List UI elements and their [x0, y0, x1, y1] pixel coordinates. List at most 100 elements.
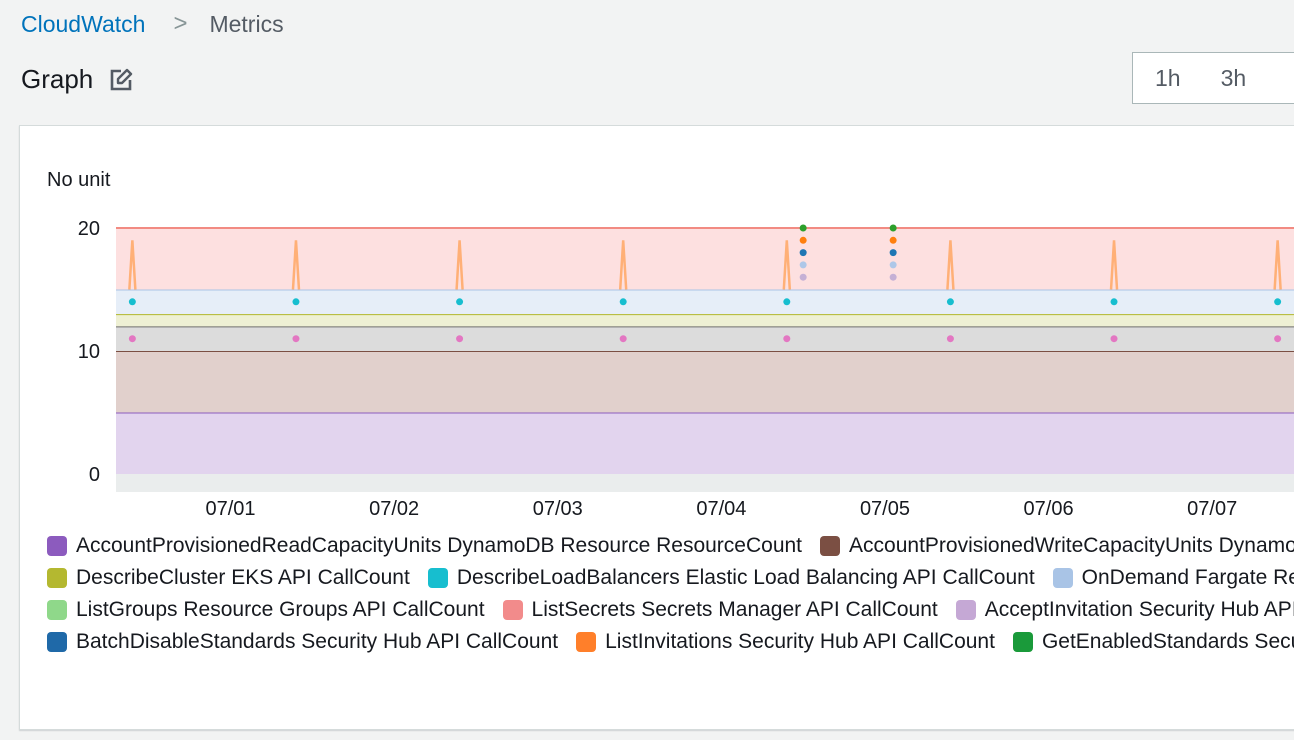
- legend-label: GetEnabledStandards Security Hub API Cal…: [1041, 630, 1294, 653]
- legend-label: AcceptInvitation Security Hub API CallCo…: [984, 598, 1294, 621]
- y-axis-unit-label: No unit: [47, 169, 111, 191]
- graph-title: Graph: [21, 64, 94, 94]
- legend-swatch: [502, 600, 523, 620]
- legend-item[interactable]: BatchDisableStandards Security Hub API C…: [47, 630, 558, 654]
- data-point[interactable]: [889, 261, 897, 269]
- legend-item[interactable]: OnDemand Fargate Resource ResourceCount: [1052, 566, 1294, 590]
- legend-swatch: [1012, 632, 1033, 652]
- legend-item[interactable]: ListInvitations Security Hub API CallCou…: [576, 630, 995, 654]
- data-point[interactable]: [889, 236, 897, 244]
- chart-legend: AccountProvisionedReadCapacityUnits Dyna…: [47, 530, 1294, 660]
- breadcrumb: CloudWatch > Metrics: [21, 8, 284, 40]
- data-point[interactable]: [799, 236, 807, 244]
- series-spike: [946, 240, 955, 290]
- y-tick-label: 20: [78, 218, 100, 240]
- series-area: [116, 228, 1294, 290]
- data-point[interactable]: [128, 335, 136, 343]
- x-tick-label: 07/07: [1187, 498, 1237, 520]
- legend-label: AccountProvisionedReadCapacityUnits Dyna…: [76, 534, 803, 557]
- data-point[interactable]: [799, 249, 807, 257]
- data-point[interactable]: [783, 298, 791, 306]
- data-point[interactable]: [456, 335, 464, 343]
- data-point[interactable]: [456, 298, 464, 306]
- series-spike: [128, 240, 137, 290]
- series-spike: [618, 240, 628, 290]
- breadcrumb-cloudwatch-link[interactable]: CloudWatch: [21, 10, 146, 37]
- data-point[interactable]: [1274, 298, 1282, 306]
- time-range-1h-button[interactable]: 1h: [1155, 64, 1181, 91]
- legend-label: ListGroups Resource Groups API CallCount: [76, 598, 485, 621]
- data-point[interactable]: [292, 298, 300, 306]
- data-point[interactable]: [889, 224, 897, 232]
- x-tick-label: 07/01: [205, 498, 255, 520]
- legend-label: ListSecrets Secrets Manager API CallCoun…: [531, 598, 938, 621]
- data-point[interactable]: [799, 273, 807, 281]
- legend-item[interactable]: ListGroups Resource Groups API CallCount: [47, 598, 485, 622]
- legend-swatch: [47, 600, 67, 620]
- time-range-selector: 1h 3h: [1132, 52, 1294, 104]
- legend-item[interactable]: DescribeCluster EKS API CallCount: [47, 566, 410, 590]
- legend-item[interactable]: GetEnabledStandards Security Hub API Cal…: [1012, 630, 1294, 654]
- time-range-3h-button[interactable]: 3h: [1220, 64, 1247, 91]
- x-tick-label: 07/03: [533, 498, 583, 520]
- legend-swatch: [427, 568, 448, 588]
- legend-label: OnDemand Fargate Resource ResourceCount: [1081, 566, 1294, 589]
- legend-label: AccountProvisionedWriteCapacityUnits Dyn…: [849, 534, 1294, 557]
- legend-row: ListGroups Resource Groups API CallCount…: [47, 594, 1294, 626]
- series-area: [116, 314, 1294, 327]
- data-point[interactable]: [783, 335, 791, 343]
- legend-row: AccountProvisionedReadCapacityUnits Dyna…: [47, 530, 1294, 562]
- legend-label: ListInvitations Security Hub API CallCou…: [605, 630, 995, 653]
- series-area: [116, 351, 1294, 413]
- legend-swatch: [47, 568, 67, 588]
- data-point[interactable]: [799, 261, 807, 269]
- data-point[interactable]: [128, 298, 136, 306]
- data-point[interactable]: [946, 298, 954, 306]
- legend-label: DescribeCluster EKS API CallCount: [76, 566, 410, 589]
- data-point[interactable]: [889, 273, 897, 281]
- legend-item[interactable]: DescribeLoadBalancers Elastic Load Balan…: [427, 566, 1035, 590]
- y-tick-label: 0: [89, 464, 100, 486]
- y-tick-label: 10: [78, 341, 100, 363]
- legend-row: DescribeCluster EKS API CallCount Descri…: [47, 562, 1294, 594]
- data-point[interactable]: [1110, 298, 1118, 306]
- x-tick-label: 07/05: [860, 498, 910, 520]
- series-spike: [782, 240, 792, 290]
- series-area: [116, 326, 1294, 351]
- graph-header: Graph: [21, 64, 135, 95]
- breadcrumb-current: Metrics: [209, 10, 284, 37]
- legend-item[interactable]: AccountProvisionedWriteCapacityUnits Dyn…: [820, 534, 1294, 558]
- x-axis-strip: [116, 474, 1294, 492]
- series-spike: [1273, 240, 1282, 290]
- data-point[interactable]: [619, 335, 627, 343]
- legend-item[interactable]: AcceptInvitation Security Hub API CallCo…: [955, 598, 1294, 622]
- legend-swatch: [1052, 568, 1073, 588]
- data-point[interactable]: [889, 249, 897, 257]
- legend-swatch: [47, 536, 67, 556]
- data-point[interactable]: [292, 335, 300, 343]
- legend-swatch: [820, 536, 841, 556]
- data-point[interactable]: [946, 335, 954, 343]
- legend-swatch: [47, 632, 67, 652]
- series-spike: [455, 240, 464, 290]
- data-point[interactable]: [619, 298, 627, 306]
- series-spike: [291, 240, 301, 290]
- legend-row: BatchDisableStandards Security Hub API C…: [47, 626, 1294, 658]
- legend-swatch: [955, 600, 976, 620]
- data-point[interactable]: [1110, 335, 1118, 343]
- x-tick-label: 07/02: [369, 498, 419, 520]
- metrics-chart[interactable]: 0 10 20 07/01 07/02 07/03 07/04 07/05 07/06 07/07: [0, 0, 1294, 530]
- legend-swatch: [576, 632, 597, 652]
- legend-item[interactable]: AccountProvisionedReadCapacityUnits Dyna…: [47, 534, 802, 558]
- data-point[interactable]: [1274, 335, 1282, 343]
- series-spike: [1109, 240, 1119, 290]
- data-point[interactable]: [799, 224, 807, 232]
- x-tick-label: 07/04: [696, 498, 746, 520]
- legend-label: DescribeLoadBalancers Elastic Load Balan…: [456, 566, 1035, 589]
- series-area: [116, 289, 1294, 315]
- x-tick-label: 07/06: [1024, 498, 1074, 520]
- breadcrumb-separator-icon: >: [173, 10, 188, 37]
- legend-item[interactable]: ListSecrets Secrets Manager API CallCoun…: [502, 598, 938, 622]
- edit-icon[interactable]: [107, 66, 135, 94]
- series-area: [116, 412, 1294, 474]
